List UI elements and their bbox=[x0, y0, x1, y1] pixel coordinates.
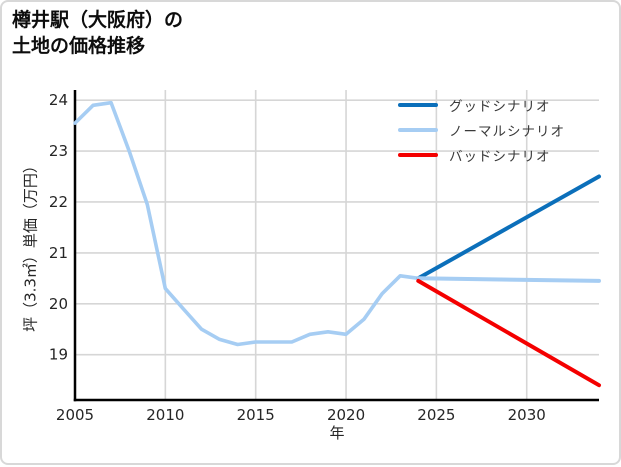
x-tick-label: 2020 bbox=[327, 406, 365, 424]
x-tick-label: 2010 bbox=[146, 406, 184, 424]
series-good bbox=[416, 174, 601, 281]
legend-label-good: グッドシナリオ bbox=[449, 98, 551, 115]
legend-line-good-icon bbox=[398, 102, 438, 107]
series-normal bbox=[416, 276, 601, 283]
legend-label-normal: ノーマルシナリオ bbox=[449, 123, 565, 140]
y-tick-label: 21 bbox=[49, 244, 68, 262]
chart-title-line2: 土地の価格推移 bbox=[12, 35, 146, 57]
chart-title: 樽井駅（大阪府）の 土地の価格推移 bbox=[12, 7, 183, 59]
y-tick-label: 20 bbox=[49, 295, 68, 313]
legend-item-bad: バッドシナリオ bbox=[398, 142, 565, 167]
legend-label-bad: バッドシナリオ bbox=[449, 148, 551, 165]
legend: グッドシナリオ ノーマルシナリオ バッドシナリオ bbox=[398, 92, 565, 167]
x-tick-label: 2005 bbox=[56, 406, 94, 424]
x-tick-label: 2025 bbox=[417, 406, 455, 424]
y-tick-label: 24 bbox=[49, 91, 68, 109]
y-axis-label: 坪（3.3㎡）単価（万円） bbox=[21, 158, 40, 332]
x-axis-label: 年 bbox=[329, 424, 345, 442]
y-tick-label: 23 bbox=[49, 142, 68, 160]
x-tick-label: 2030 bbox=[508, 406, 546, 424]
legend-line-bad-icon bbox=[398, 152, 438, 157]
x-tick-label: 2015 bbox=[237, 406, 275, 424]
series-bad bbox=[416, 278, 601, 388]
chart-title-line1: 樽井駅（大阪府）の bbox=[12, 9, 184, 31]
series-history bbox=[73, 100, 421, 347]
legend-item-good: グッドシナリオ bbox=[398, 92, 565, 117]
y-tick-label: 19 bbox=[49, 346, 68, 364]
legend-item-normal: ノーマルシナリオ bbox=[398, 117, 565, 142]
y-tick-label: 22 bbox=[49, 193, 68, 211]
legend-line-normal-icon bbox=[398, 127, 438, 132]
